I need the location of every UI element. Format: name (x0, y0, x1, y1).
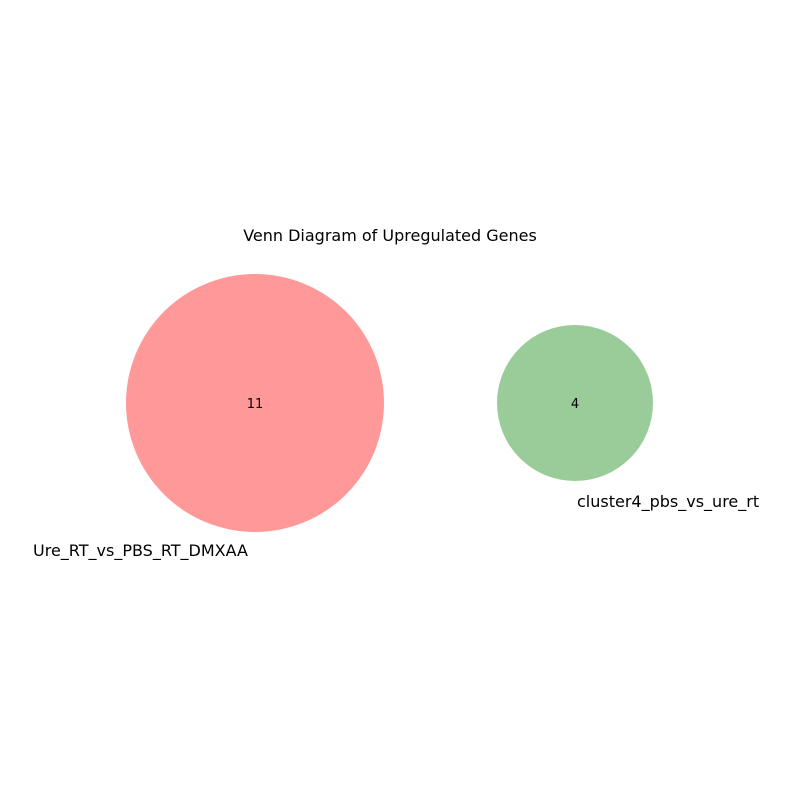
set-a-circle (126, 274, 384, 532)
set-b-count: 4 (571, 397, 579, 412)
set-a-count: 11 (247, 397, 264, 412)
set-b-label: cluster4_pbs_vs_ure_rt (577, 492, 759, 512)
set-b-circle (497, 325, 653, 481)
set-a-label: Ure_RT_vs_PBS_RT_DMXAA (33, 541, 248, 561)
diagram-title: Venn Diagram of Upregulated Genes (243, 226, 537, 245)
